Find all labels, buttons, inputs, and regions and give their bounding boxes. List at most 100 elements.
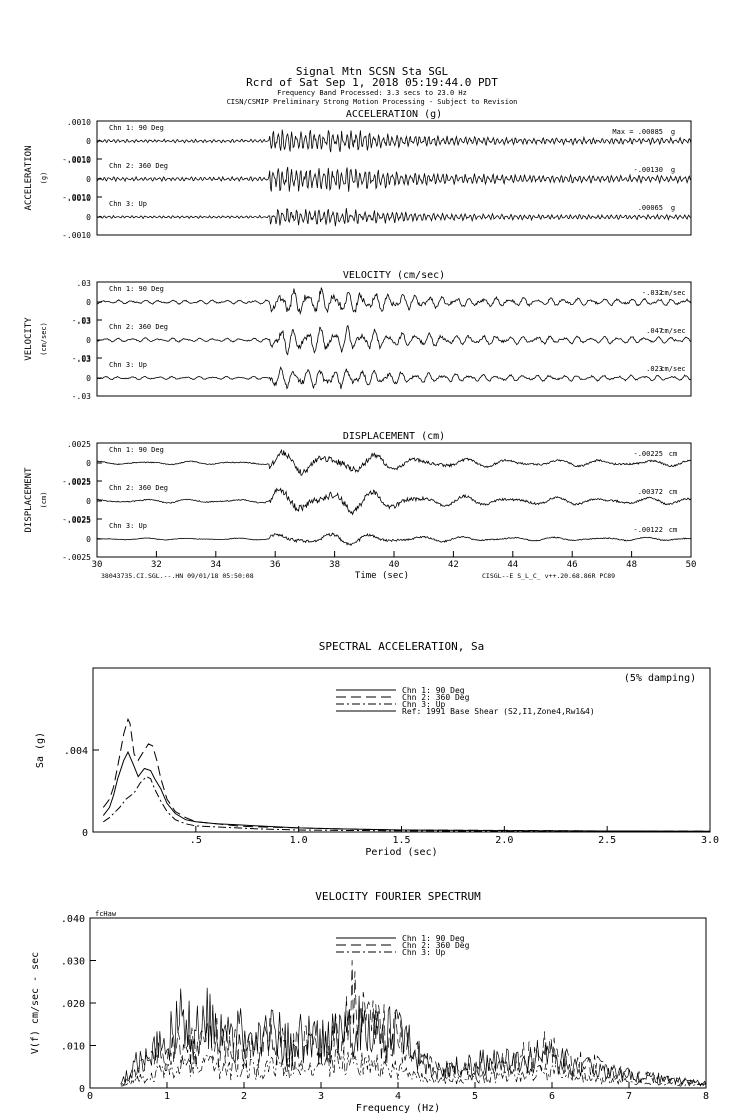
unit-label-disp: (cm) (40, 492, 48, 509)
peak-unit: cm (669, 488, 677, 496)
series-line-3 (120, 1047, 707, 1087)
tick-bottom-acc-1: -.0010 (62, 193, 91, 202)
peak-value: -.00225 (633, 450, 663, 458)
peak-unit: g (671, 204, 675, 212)
tick-top-acc-0: .0010 (67, 118, 91, 127)
peak-value: .00372 (638, 488, 663, 496)
trace-acc-chn2 (96, 166, 692, 192)
corner-label: fcHaw (95, 910, 117, 918)
legend-label: Chn 3: Up (402, 700, 446, 709)
x-tick-label: 5 (472, 1091, 478, 1102)
x-tick-label: 2.0 (495, 835, 513, 846)
x-tick-label: 46 (567, 560, 578, 570)
tick-zero-vel-0: 0 (86, 298, 91, 307)
x-tick-label: 1.0 (290, 835, 308, 846)
tick-top-acc-1: .0010 (67, 156, 91, 165)
side-label-vel: VELOCITY (24, 317, 34, 361)
series-line-2 (102, 717, 711, 832)
tick-zero-disp-1: 0 (86, 497, 91, 506)
plot-frame (89, 917, 707, 1089)
panel-title-acc: ACCELERATION (g) (346, 109, 442, 120)
x-tick-label: 1.5 (392, 835, 410, 846)
x-tick-label: 8 (703, 1091, 709, 1102)
legend-label: Chn 3: Up (402, 948, 446, 957)
unit-label-acc: (g) (40, 172, 48, 185)
record-time: Rcrd of Sat Sep 1, 2018 05:19:44.0 PDT (246, 76, 498, 89)
processing-note: CISN/CSMIP Preliminary Strong Motion Pro… (227, 98, 518, 106)
x-tick-label: 36 (270, 560, 281, 570)
channel-label: Chn 3: Up (109, 522, 147, 530)
trace-disp-chn1 (96, 448, 692, 476)
x-tick-label: 44 (507, 560, 518, 570)
chart-title: VELOCITY FOURIER SPECTRUM (315, 890, 481, 903)
x-tick-label: 34 (210, 560, 221, 570)
x-axis-label: Period (sec) (365, 847, 437, 858)
time-axis-label: Time (sec) (355, 571, 409, 581)
peak-unit: g (671, 166, 675, 174)
peak-value: Max = .00085 (612, 128, 663, 136)
channel-label: Chn 1: 90 Deg (109, 124, 164, 132)
channel-label: Chn 3: Up (109, 200, 147, 208)
tick-top-disp-2: .0025 (67, 516, 91, 525)
report-header: Signal Mtn SCSN Sta SGL Rcrd of Sat Sep … (227, 65, 518, 106)
trace-acc-chn1 (96, 129, 692, 153)
tick-top-acc-2: .0010 (67, 194, 91, 203)
x-tick-label: 0 (87, 1091, 93, 1102)
legend-label: Chn 2: 360 Deg (402, 693, 470, 702)
x-tick-label: 40 (389, 560, 400, 570)
channel-label: Chn 1: 90 Deg (109, 285, 164, 293)
x-tick-label: 42 (448, 560, 459, 570)
panel-title-vel: VELOCITY (cm/sec) (343, 270, 445, 281)
peak-value: -.032 (642, 289, 663, 297)
x-tick-label: 3 (318, 1091, 324, 1102)
time-series-plots: ACCELERATION (g) ACCELERATION (g) .0010 0 -.0… (24, 109, 696, 581)
x-axis-label: Frequency (Hz) (356, 1103, 440, 1114)
station-title: Signal Mtn SCSN Sta SGL (296, 65, 449, 78)
peak-unit: cm/sec (660, 289, 685, 297)
y-axis-label: Sa (g) (35, 732, 46, 768)
peak-value: .047 (646, 327, 663, 335)
trace-disp-chn2 (96, 487, 692, 516)
x-tick-label: 30 (92, 560, 103, 570)
legend-label: Ref: 1991 Base Shear (S2,I1,Zone4,Rw1&4) (402, 707, 595, 716)
channel-label: Chn 1: 90 Deg (109, 446, 164, 454)
peak-unit: cm (669, 450, 677, 458)
peak-value: .023 (646, 365, 663, 373)
x-tick-label: 2.5 (598, 835, 616, 846)
panel-title-disp: DISPLACEMENT (cm) (343, 431, 445, 442)
record-id: 38043735.CI.SGL.--.HN 09/01/18 05:50:08 (101, 572, 254, 580)
legend-label: Chn 2: 360 Deg (402, 941, 470, 950)
series-line-2 (120, 960, 707, 1087)
tick-bottom-vel-1: -.03 (72, 354, 91, 363)
processing-id: CISGL--E S_L_C_ v++.20.68.86R PC89 (482, 572, 615, 580)
x-tick-label: 4 (395, 1091, 401, 1102)
x-tick-label: 7 (626, 1091, 632, 1102)
y-tick-label: 0 (79, 1084, 85, 1095)
y-tick-label: .004 (64, 746, 88, 757)
peak-unit: g (671, 128, 675, 136)
x-tick-label: .5 (190, 835, 202, 846)
legend-label: Chn 1: 90 Deg (402, 686, 465, 695)
tick-top-vel-0: .03 (77, 279, 92, 288)
side-label-disp: DISPLACEMENT (24, 467, 34, 533)
trace-vel-chn2 (96, 324, 692, 356)
tick-zero-vel-1: 0 (86, 336, 91, 345)
x-tick-label: 50 (686, 560, 697, 570)
y-tick-label: .020 (61, 999, 85, 1010)
spectral-acceleration-chart: SPECTRAL ACCELERATION, Sa .5 1.0 1.5 2.0 2.5 3… (35, 640, 719, 858)
channel-label: Chn 3: Up (109, 361, 147, 369)
side-label-acc: ACCELERATION (24, 145, 34, 210)
y-tick-label: .030 (61, 957, 85, 968)
x-tick-label: 3.0 (701, 835, 719, 846)
peak-unit: cm (669, 526, 677, 534)
y-axis-label: V(f) cm/sec - sec (30, 952, 41, 1054)
trace-disp-chn3 (96, 532, 692, 547)
tick-bottom-acc-0: -.0010 (62, 155, 91, 164)
channel-label: Chn 2: 360 Deg (109, 484, 168, 492)
legend-label: Chn 1: 90 Deg (402, 934, 465, 943)
velocity-fourier-chart: VELOCITY FOURIER SPECTRUM 0 1 2 3 4 5 6 7 8 Freque… (30, 890, 709, 1114)
x-tick-label: 1 (164, 1091, 170, 1102)
peak-unit: cm/sec (660, 365, 685, 373)
tick-bottom-vel-2: -.03 (72, 392, 91, 401)
